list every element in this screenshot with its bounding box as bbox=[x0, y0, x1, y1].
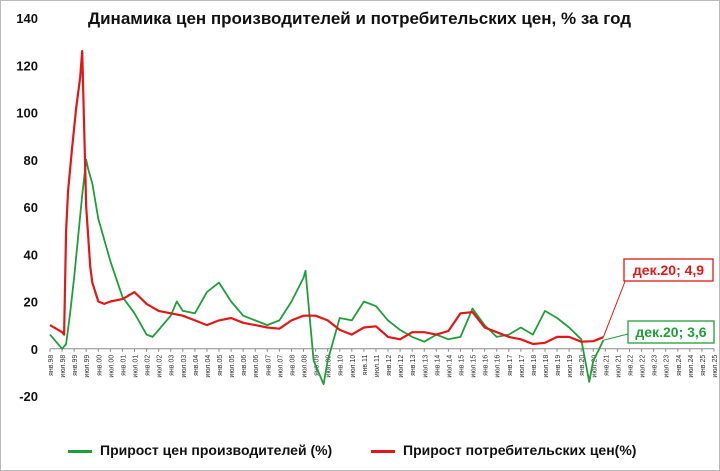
x-tick-label: янв.17 bbox=[507, 355, 514, 376]
x-tick-label: янв.13 bbox=[410, 355, 417, 376]
x-tick-label: июл.14 bbox=[446, 355, 453, 378]
x-tick-label: янв.04 bbox=[193, 355, 200, 376]
x-tick-label: июл.07 bbox=[277, 355, 284, 378]
x-tick-label: июл.13 bbox=[422, 355, 429, 378]
x-tick-label: янв.16 bbox=[483, 355, 490, 376]
x-tick-label: июл.00 bbox=[108, 355, 115, 378]
legend-swatch-consumer bbox=[371, 450, 395, 453]
annotation-box bbox=[627, 320, 715, 344]
x-tick-label: янв.09 bbox=[314, 355, 321, 376]
legend-label-consumer: Прирост потребительских цен(%) bbox=[403, 442, 637, 458]
y-tick-label: 80 bbox=[24, 153, 38, 168]
x-tick-label: июл.08 bbox=[302, 355, 309, 378]
x-tick-label: янв.01 bbox=[120, 355, 127, 376]
chart-title: Динамика цен производителей и потребител… bbox=[88, 9, 632, 28]
x-tick-label: июл.11 bbox=[374, 355, 381, 377]
x-tick-label: июл.09 bbox=[326, 355, 333, 378]
x-tick-label: июл.17 bbox=[519, 355, 526, 378]
x-tick-label: янв.10 bbox=[338, 355, 345, 376]
x-tick-label: янв.20 bbox=[579, 355, 586, 376]
y-tick-label: 100 bbox=[16, 106, 38, 121]
x-tick-label: июл.05 bbox=[229, 355, 236, 378]
annotation-label: дек.20; 4,9 bbox=[633, 262, 704, 278]
x-tick-label: июл.23 bbox=[664, 355, 671, 378]
x-tick-label: июл.06 bbox=[253, 355, 260, 378]
x-tick-label: июл.22 bbox=[640, 355, 647, 378]
annotation-label: дек.20; 3,6 bbox=[635, 324, 706, 340]
x-tick-label: июл.18 bbox=[543, 355, 550, 378]
annotation-leader bbox=[603, 333, 629, 341]
y-tick-label: 60 bbox=[24, 200, 38, 215]
x-tick-label: июл.10 bbox=[350, 355, 357, 378]
x-tick-label: янв.11 bbox=[362, 355, 369, 376]
x-tick-label: янв.99 bbox=[72, 355, 79, 376]
y-tick-label: 120 bbox=[16, 58, 38, 73]
x-tick-label: янв.00 bbox=[96, 355, 103, 376]
annotation-leader bbox=[602, 278, 627, 338]
x-tick-label: янв.22 bbox=[627, 355, 634, 376]
x-tick-label: июл.12 bbox=[398, 355, 405, 378]
x-tick-label: янв.02 bbox=[145, 355, 152, 376]
x-tick-label: янв.03 bbox=[169, 355, 176, 376]
x-tick-label: янв.24 bbox=[676, 355, 683, 376]
x-tick-label: июл.19 bbox=[567, 355, 574, 378]
x-tick-label: июл.16 bbox=[495, 355, 502, 378]
y-tick-label: 20 bbox=[24, 295, 38, 310]
x-tick-label: янв.14 bbox=[434, 355, 441, 376]
x-tick-label: янв.19 bbox=[555, 355, 562, 376]
y-tick-label: 140 bbox=[16, 11, 38, 26]
x-tick-label: янв.06 bbox=[241, 355, 248, 376]
x-tick-label: июл.15 bbox=[471, 355, 478, 378]
series-line-consumer bbox=[49, 49, 604, 346]
x-tick-label: янв.98 bbox=[48, 355, 55, 376]
x-tick-label: янв.18 bbox=[531, 355, 538, 376]
x-tick-label: июл.98 bbox=[60, 355, 67, 378]
x-tick-label: июл.25 bbox=[712, 355, 719, 378]
x-tick-label: июл.24 bbox=[688, 355, 695, 378]
x-tick-label: янв.25 bbox=[700, 355, 707, 376]
x-tick-label: июл.21 bbox=[615, 355, 622, 378]
y-tick-label: 0 bbox=[31, 342, 38, 357]
y-tick-label: -20 bbox=[19, 389, 38, 404]
x-tick-label: янв.08 bbox=[289, 355, 296, 376]
y-tick-label: 40 bbox=[24, 247, 38, 262]
legend-swatch-producer bbox=[68, 450, 92, 453]
x-tick-label: янв.23 bbox=[652, 355, 659, 376]
series-line-producer bbox=[49, 158, 605, 386]
x-tick-label: янв.12 bbox=[386, 355, 393, 376]
x-tick-label: янв.07 bbox=[265, 355, 272, 376]
x-tick-label: янв.05 bbox=[217, 355, 224, 376]
x-tick-label: июл.03 bbox=[181, 355, 188, 378]
x-tick-label: июл.01 bbox=[133, 355, 140, 378]
legend-label-producer: Прирост цен производителей (%) bbox=[100, 442, 333, 458]
x-tick-label: июл.04 bbox=[205, 355, 212, 378]
x-tick-label: янв.21 bbox=[603, 355, 610, 376]
x-tick-label: июл.20 bbox=[591, 355, 598, 378]
annotation-box bbox=[623, 258, 714, 282]
x-tick-label: янв.15 bbox=[458, 355, 465, 376]
x-tick-label: июл.99 bbox=[84, 355, 91, 378]
x-tick-label: июл.02 bbox=[157, 355, 164, 378]
